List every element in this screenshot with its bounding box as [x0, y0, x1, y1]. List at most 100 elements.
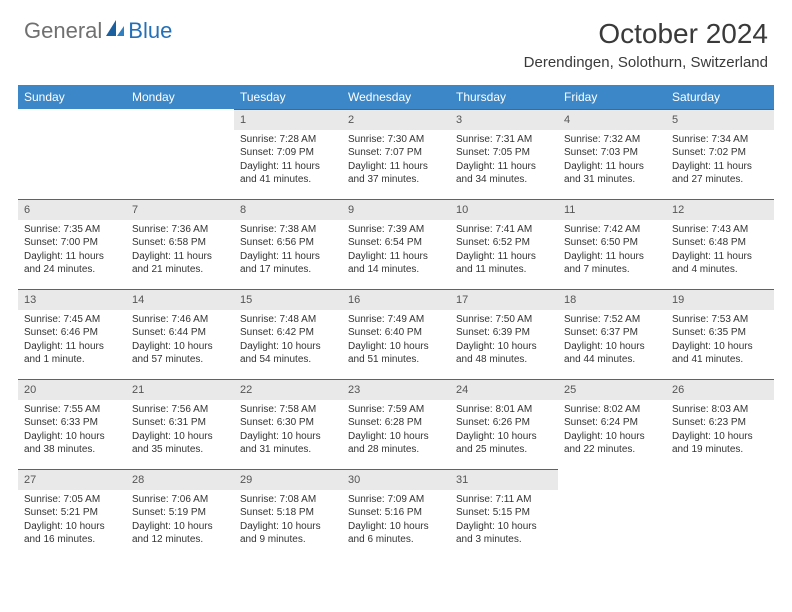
sunset-text: Sunset: 6:56 PM [240, 236, 336, 250]
daylight-text: Daylight: 10 hours and 51 minutes. [348, 340, 444, 367]
calendar-cell: 10Sunrise: 7:41 AMSunset: 6:52 PMDayligh… [450, 199, 558, 289]
daylight-text: Daylight: 11 hours and 17 minutes. [240, 250, 336, 277]
sunrise-text: Sunrise: 7:31 AM [456, 133, 552, 147]
day-body: Sunrise: 7:45 AMSunset: 6:46 PMDaylight:… [18, 310, 126, 371]
day-body: Sunrise: 7:53 AMSunset: 6:35 PMDaylight:… [666, 310, 774, 371]
calendar-cell: 26Sunrise: 8:03 AMSunset: 6:23 PMDayligh… [666, 379, 774, 469]
calendar-cell: 12 Sunrise: 7:43 AMSunset: 6:48 PMDayligh… [666, 199, 774, 289]
sunset-text: Sunset: 7:05 PM [456, 146, 552, 160]
day-header: Friday [558, 85, 666, 109]
daylight-text: Daylight: 10 hours and 38 minutes. [24, 430, 120, 457]
day-number: 5 [666, 109, 774, 130]
sunrise-text: Sunrise: 8:02 AM [564, 403, 660, 417]
sunset-text: Sunset: 6:48 PM [672, 236, 768, 250]
calendar-body: 1Sunrise: 7:28 AMSunset: 7:09 PMDaylight… [18, 109, 774, 559]
day-number: 23 [342, 379, 450, 400]
daylight-text: Daylight: 11 hours and 11 minutes. [456, 250, 552, 277]
sunset-text: Sunset: 7:03 PM [564, 146, 660, 160]
day-number: 4 [558, 109, 666, 130]
logo-sail-icon [104, 18, 126, 44]
daylight-text: Daylight: 10 hours and 57 minutes. [132, 340, 228, 367]
daylight-text: Daylight: 10 hours and 6 minutes. [348, 520, 444, 547]
daylight-text: Daylight: 11 hours and 27 minutes. [672, 160, 768, 187]
sunrise-text: Sunrise: 7:32 AM [564, 133, 660, 147]
calendar-cell: 3Sunrise: 7:31 AMSunset: 7:05 PMDaylight… [450, 109, 558, 199]
calendar-cell: 9Sunrise: 7:39 AMSunset: 6:54 PMDaylight… [342, 199, 450, 289]
day-body: Sunrise: 7:59 AMSunset: 6:28 PMDaylight:… [342, 400, 450, 461]
daylight-text: Daylight: 11 hours and 41 minutes. [240, 160, 336, 187]
sunrise-text: Sunrise: 7:52 AM [564, 313, 660, 327]
sunrise-text: Sunrise: 7:59 AM [348, 403, 444, 417]
sunrise-text: Sunrise: 7:50 AM [456, 313, 552, 327]
sunset-text: Sunset: 6:39 PM [456, 326, 552, 340]
day-number: 12 [666, 199, 774, 220]
day-number: 6 [18, 199, 126, 220]
daylight-text: Daylight: 10 hours and 54 minutes. [240, 340, 336, 367]
daylight-text: Daylight: 11 hours and 34 minutes. [456, 160, 552, 187]
sunrise-text: Sunrise: 7:06 AM [132, 493, 228, 507]
sunset-text: Sunset: 6:50 PM [564, 236, 660, 250]
day-header: Sunday [18, 85, 126, 109]
day-number: 8 [234, 199, 342, 220]
header: General Blue October 2024 Derendingen, S… [0, 0, 792, 77]
sunset-text: Sunset: 6:40 PM [348, 326, 444, 340]
calendar-cell: 29Sunrise: 7:08 AMSunset: 5:18 PMDayligh… [234, 469, 342, 559]
day-number: 15 [234, 289, 342, 310]
daylight-text: Daylight: 11 hours and 1 minute. [24, 340, 120, 367]
sunrise-text: Sunrise: 7:09 AM [348, 493, 444, 507]
sunset-text: Sunset: 7:02 PM [672, 146, 768, 160]
sunset-text: Sunset: 6:24 PM [564, 416, 660, 430]
calendar-cell: 4Sunrise: 7:32 AMSunset: 7:03 PMDaylight… [558, 109, 666, 199]
daylight-text: Daylight: 10 hours and 9 minutes. [240, 520, 336, 547]
day-number: 11 [558, 199, 666, 220]
sunset-text: Sunset: 7:00 PM [24, 236, 120, 250]
day-number: 18 [558, 289, 666, 310]
calendar-cell: 16Sunrise: 7:49 AMSunset: 6:40 PMDayligh… [342, 289, 450, 379]
calendar-cell: 21Sunrise: 7:56 AMSunset: 6:31 PMDayligh… [126, 379, 234, 469]
sunrise-text: Sunrise: 7:58 AM [240, 403, 336, 417]
sunrise-text: Sunrise: 7:45 AM [24, 313, 120, 327]
calendar-cell: 1Sunrise: 7:28 AMSunset: 7:09 PMDaylight… [234, 109, 342, 199]
day-body: Sunrise: 7:56 AMSunset: 6:31 PMDaylight:… [126, 400, 234, 461]
month-title: October 2024 [524, 18, 768, 50]
day-number: 17 [450, 289, 558, 310]
day-body: Sunrise: 7:50 AMSunset: 6:39 PMDaylight:… [450, 310, 558, 371]
sunset-text: Sunset: 5:19 PM [132, 506, 228, 520]
day-body: Sunrise: 7:28 AMSunset: 7:09 PMDaylight:… [234, 130, 342, 191]
day-number: 25 [558, 379, 666, 400]
day-body: Sunrise: 7:06 AMSunset: 5:19 PMDaylight:… [126, 490, 234, 551]
daylight-text: Daylight: 11 hours and 37 minutes. [348, 160, 444, 187]
daylight-text: Daylight: 11 hours and 24 minutes. [24, 250, 120, 277]
sunset-text: Sunset: 6:28 PM [348, 416, 444, 430]
calendar-cell: 7Sunrise: 7:36 AMSunset: 6:58 PMDaylight… [126, 199, 234, 289]
sunrise-text: Sunrise: 7:08 AM [240, 493, 336, 507]
day-body: Sunrise: 7:52 AMSunset: 6:37 PMDaylight:… [558, 310, 666, 371]
sunrise-text: Sunrise: 7:53 AM [672, 313, 768, 327]
day-number: 14 [126, 289, 234, 310]
sunset-text: Sunset: 6:58 PM [132, 236, 228, 250]
day-number: 29 [234, 469, 342, 490]
day-body: Sunrise: 7:46 AMSunset: 6:44 PMDaylight:… [126, 310, 234, 371]
day-body: Sunrise: 7:58 AMSunset: 6:30 PMDaylight:… [234, 400, 342, 461]
daylight-text: Daylight: 11 hours and 4 minutes. [672, 250, 768, 277]
sunrise-text: Sunrise: 7:11 AM [456, 493, 552, 507]
day-body: Sunrise: 8:01 AMSunset: 6:26 PMDaylight:… [450, 400, 558, 461]
calendar-cell: 17Sunrise: 7:50 AMSunset: 6:39 PMDayligh… [450, 289, 558, 379]
day-body: Sunrise: 7:48 AMSunset: 6:42 PMDaylight:… [234, 310, 342, 371]
title-block: October 2024 Derendingen, Solothurn, Swi… [524, 18, 768, 71]
sunrise-text: Sunrise: 7:34 AM [672, 133, 768, 147]
day-body: Sunrise: 7:31 AMSunset: 7:05 PMDaylight:… [450, 130, 558, 191]
calendar-cell: 27Sunrise: 7:05 AMSunset: 5:21 PMDayligh… [18, 469, 126, 559]
day-body: Sunrise: 7:32 AMSunset: 7:03 PMDaylight:… [558, 130, 666, 191]
sunrise-text: Sunrise: 7:43 AM [672, 223, 768, 237]
day-number: 20 [18, 379, 126, 400]
sunrise-text: Sunrise: 7:05 AM [24, 493, 120, 507]
day-number: 19 [666, 289, 774, 310]
sunrise-text: Sunrise: 7:46 AM [132, 313, 228, 327]
sunrise-text: Sunrise: 7:56 AM [132, 403, 228, 417]
sunset-text: Sunset: 6:31 PM [132, 416, 228, 430]
day-number: 7 [126, 199, 234, 220]
day-body: Sunrise: 7:39 AMSunset: 6:54 PMDaylight:… [342, 220, 450, 281]
daylight-text: Daylight: 10 hours and 16 minutes. [24, 520, 120, 547]
day-body: Sunrise: 7:09 AMSunset: 5:16 PMDaylight:… [342, 490, 450, 551]
